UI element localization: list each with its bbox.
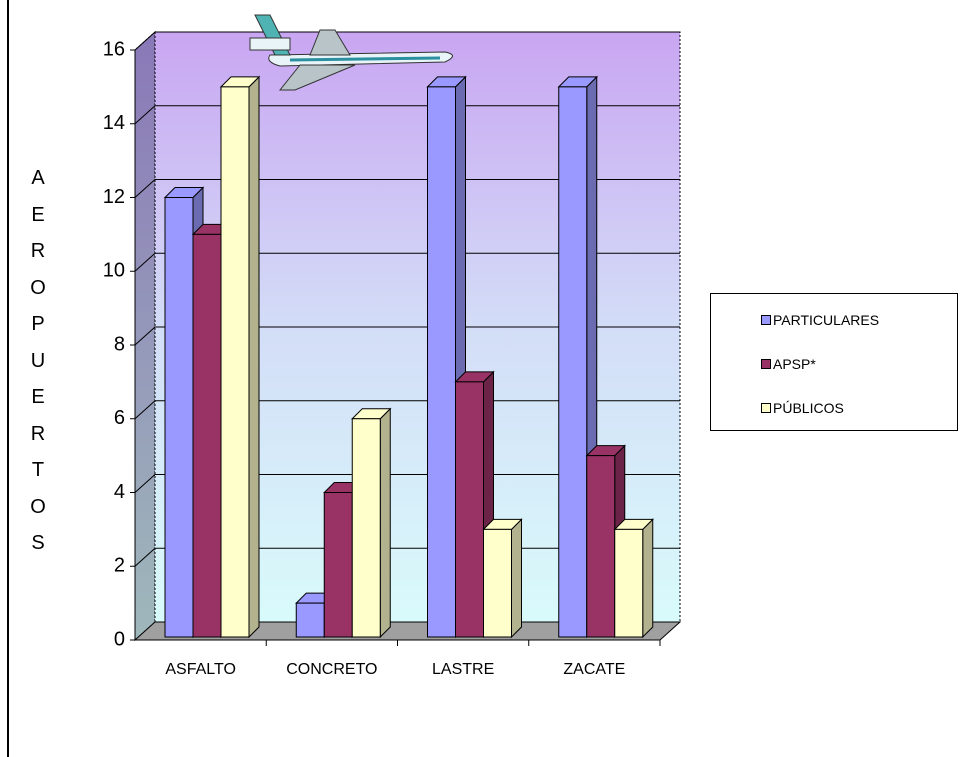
grid-line: [134, 31, 680, 51]
grid-line: [134, 400, 680, 420]
bar-side: [248, 75, 260, 639]
x-tick-label: LASTRE: [432, 661, 494, 678]
grid-line: [134, 252, 680, 272]
legend-swatch: [761, 359, 771, 369]
bar: [164, 197, 194, 638]
y-tick-label: 8: [114, 333, 125, 355]
y-tick-label: 10: [103, 260, 125, 282]
x-tick-label: CONCRETO: [286, 661, 377, 678]
legend-label: PARTICULARES: [773, 312, 880, 328]
legend-entry: PÚBLICOS: [761, 400, 844, 416]
y-tick-label: 6: [114, 407, 125, 429]
bar: [220, 86, 250, 638]
bar: [351, 418, 381, 638]
bar: [483, 528, 512, 638]
x-tick-label: ASFALTO: [165, 661, 236, 678]
grid-line: [134, 326, 680, 346]
y-tick-label: 12: [103, 186, 125, 208]
bar-side: [379, 407, 391, 639]
bar: [558, 86, 588, 638]
y-axis-title: AEROPUERTOS: [30, 167, 46, 554]
y-tick-label: 16: [103, 38, 125, 60]
bar: [295, 602, 325, 638]
legend-label: PÚBLICOS: [773, 400, 844, 416]
plane-illustration: [249, 14, 453, 91]
bar: [323, 492, 353, 638]
x-tick-label: ZACATE: [563, 661, 625, 678]
bar: [614, 528, 644, 638]
legend: PARTICULARES APSP* PÚBLICOS: [710, 293, 958, 431]
legend-label: APSP*: [773, 356, 816, 372]
bar: [427, 86, 456, 638]
bar-side: [642, 518, 654, 639]
legend-swatch: [761, 403, 771, 413]
bar: [455, 381, 484, 638]
grid-line: [134, 179, 680, 198]
bar-side: [511, 518, 522, 639]
plot-area: 0 2 4 6 8 10 12 14 16 ASFALTO CONCRETO LASTRE ZACATE: [103, 30, 682, 678]
legend-swatch: [761, 315, 771, 325]
bar: [192, 233, 222, 638]
grid-line: [134, 474, 680, 493]
grid-line: [134, 105, 680, 125]
y-tick-label: 14: [103, 112, 125, 134]
y-tick-label: 2: [114, 555, 125, 577]
y-tick-label: 0: [114, 628, 125, 650]
y-tick-label: 4: [114, 481, 125, 503]
legend-entry: APSP*: [761, 356, 816, 372]
legend-entry: PARTICULARES: [761, 312, 879, 328]
bar: [586, 455, 616, 638]
